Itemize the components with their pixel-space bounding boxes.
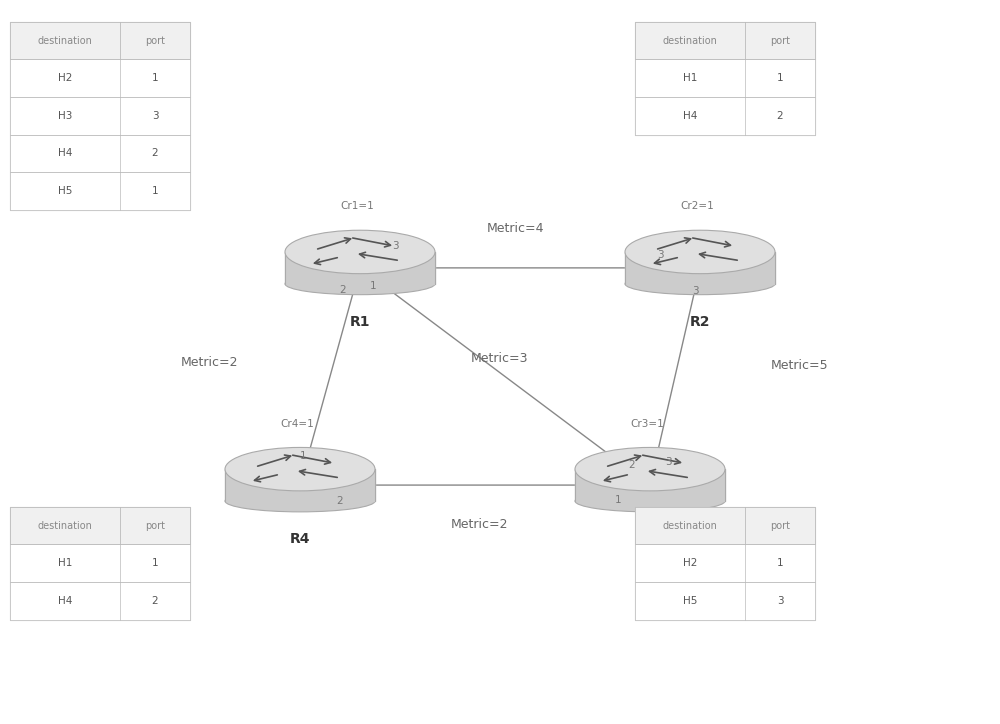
Text: destination: destination [663, 35, 717, 46]
Text: destination: destination [38, 35, 92, 46]
Text: 3: 3 [657, 250, 663, 260]
Text: Metric=2: Metric=2 [451, 518, 509, 531]
Ellipse shape [625, 230, 775, 274]
Text: R2: R2 [690, 315, 710, 329]
Bar [10, 97, 190, 135]
Polygon shape [625, 252, 775, 284]
Text: Cr3=1: Cr3=1 [630, 418, 664, 429]
Text: Cr4=1: Cr4=1 [280, 418, 314, 429]
Text: port: port [770, 521, 790, 531]
Bar [635, 544, 815, 582]
Bar [10, 507, 190, 544]
Text: Cr1=1: Cr1=1 [340, 201, 374, 211]
Text: 3: 3 [392, 241, 398, 251]
Bar [10, 22, 190, 210]
Bar [10, 135, 190, 172]
Text: 3: 3 [692, 286, 698, 296]
Bar [10, 507, 190, 620]
Text: Metric=5: Metric=5 [771, 359, 829, 372]
Text: 1: 1 [152, 558, 158, 568]
Text: 2: 2 [340, 285, 346, 295]
Text: 1: 1 [370, 281, 376, 291]
Bar [635, 507, 815, 544]
Bar [10, 582, 190, 620]
Text: 2: 2 [777, 111, 783, 121]
Text: H2: H2 [58, 73, 72, 83]
Text: 3: 3 [152, 111, 158, 121]
Text: H5: H5 [683, 596, 697, 606]
Text: Cr2=1: Cr2=1 [680, 201, 714, 211]
Text: 1: 1 [152, 186, 158, 196]
Text: H1: H1 [683, 73, 697, 83]
Ellipse shape [285, 230, 435, 274]
Polygon shape [285, 252, 435, 284]
Bar [10, 544, 190, 582]
Text: 2: 2 [337, 496, 343, 506]
Ellipse shape [285, 273, 435, 295]
Text: destination: destination [663, 521, 717, 531]
Bar [10, 59, 190, 97]
Text: H1: H1 [58, 558, 72, 568]
Text: H2: H2 [683, 558, 697, 568]
Text: R4: R4 [290, 532, 310, 546]
Text: 1: 1 [300, 451, 306, 461]
Text: Metric=2: Metric=2 [181, 355, 239, 369]
Text: H4: H4 [58, 596, 72, 606]
Text: 2: 2 [152, 148, 158, 159]
Text: H4: H4 [58, 148, 72, 159]
Text: destination: destination [38, 521, 92, 531]
Bar [635, 582, 815, 620]
Text: 3: 3 [777, 596, 783, 606]
Text: 1: 1 [777, 73, 783, 83]
Bar [635, 22, 815, 135]
Text: H3: H3 [58, 111, 72, 121]
Text: 2: 2 [152, 596, 158, 606]
Ellipse shape [225, 490, 375, 512]
Bar [635, 59, 815, 97]
Text: 1: 1 [615, 494, 621, 505]
Polygon shape [575, 469, 725, 501]
Text: H4: H4 [683, 111, 697, 121]
Bar [10, 172, 190, 210]
Ellipse shape [575, 447, 725, 491]
Bar [10, 22, 190, 59]
Text: R1: R1 [350, 315, 370, 329]
Text: 3: 3 [665, 457, 671, 467]
Ellipse shape [625, 273, 775, 295]
Text: Metric=4: Metric=4 [486, 222, 544, 235]
Bar [635, 22, 815, 59]
Text: 2: 2 [629, 460, 635, 470]
Polygon shape [225, 469, 375, 501]
Text: 1: 1 [777, 558, 783, 568]
Ellipse shape [575, 490, 725, 512]
Ellipse shape [225, 447, 375, 491]
Text: port: port [770, 35, 790, 46]
Text: Metric=3: Metric=3 [471, 352, 529, 365]
Bar [635, 97, 815, 135]
Text: H5: H5 [58, 186, 72, 196]
Text: port: port [145, 521, 165, 531]
Text: 1: 1 [152, 73, 158, 83]
Text: R3: R3 [640, 532, 660, 546]
Bar [635, 507, 815, 620]
Text: port: port [145, 35, 165, 46]
